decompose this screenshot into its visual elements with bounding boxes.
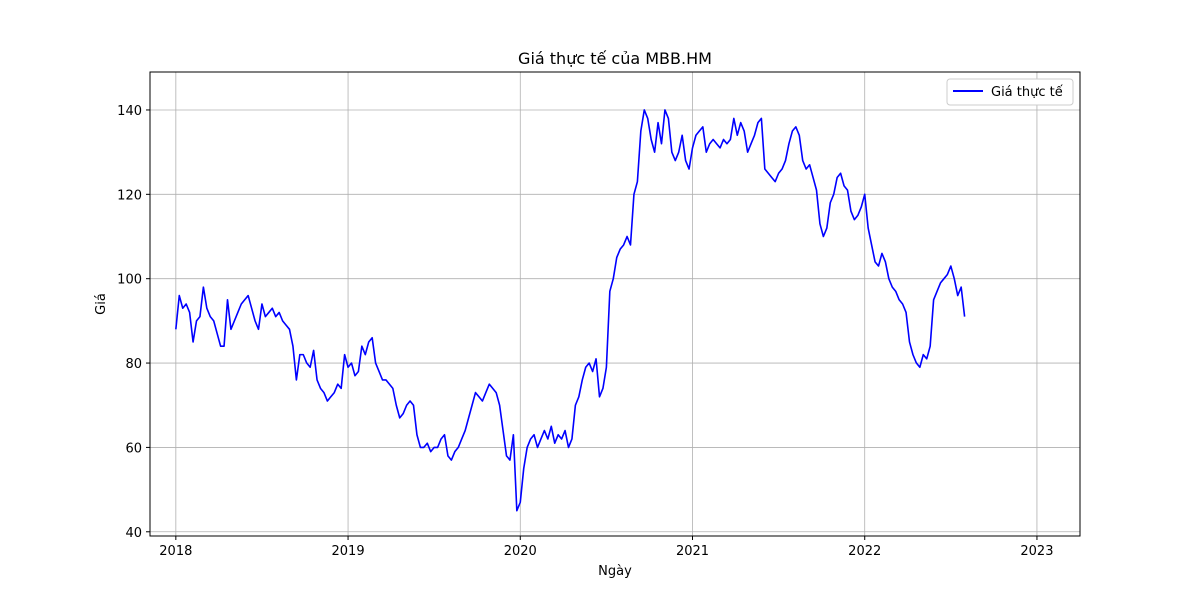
chart-title: Giá thực tế của MBB.HM [518,49,712,68]
y-tick-label: 100 [117,273,142,288]
y-tick-label: 40 [125,526,142,541]
grid [150,72,1080,536]
series-line-0 [175,109,966,512]
y-tick-label: 120 [117,188,142,203]
y-tick-label: 80 [125,357,142,372]
y-tick-label: 60 [125,441,142,456]
x-tick-label: 2018 [159,544,192,559]
x-tick-label: 2021 [676,544,709,559]
x-tick-label: 2020 [504,544,537,559]
x-axis-label: Ngày [598,564,632,579]
x-tick-label: 2023 [1020,544,1053,559]
x-tick-label: 2022 [848,544,881,559]
y-axis: 40 60 80 100 120 140 [117,104,150,541]
x-tick-label: 2019 [332,544,365,559]
y-tick-label: 140 [117,104,142,119]
legend-label: Giá thực tế [991,85,1063,100]
legend-box [946,78,1074,106]
legend: Giá thực tế [946,78,1074,106]
x-axis: 2018 2019 2020 2021 2022 2023 [159,536,1053,559]
y-axis-label: Giá [94,293,109,315]
plot-frame [149,71,1081,537]
series-layer [175,109,966,512]
